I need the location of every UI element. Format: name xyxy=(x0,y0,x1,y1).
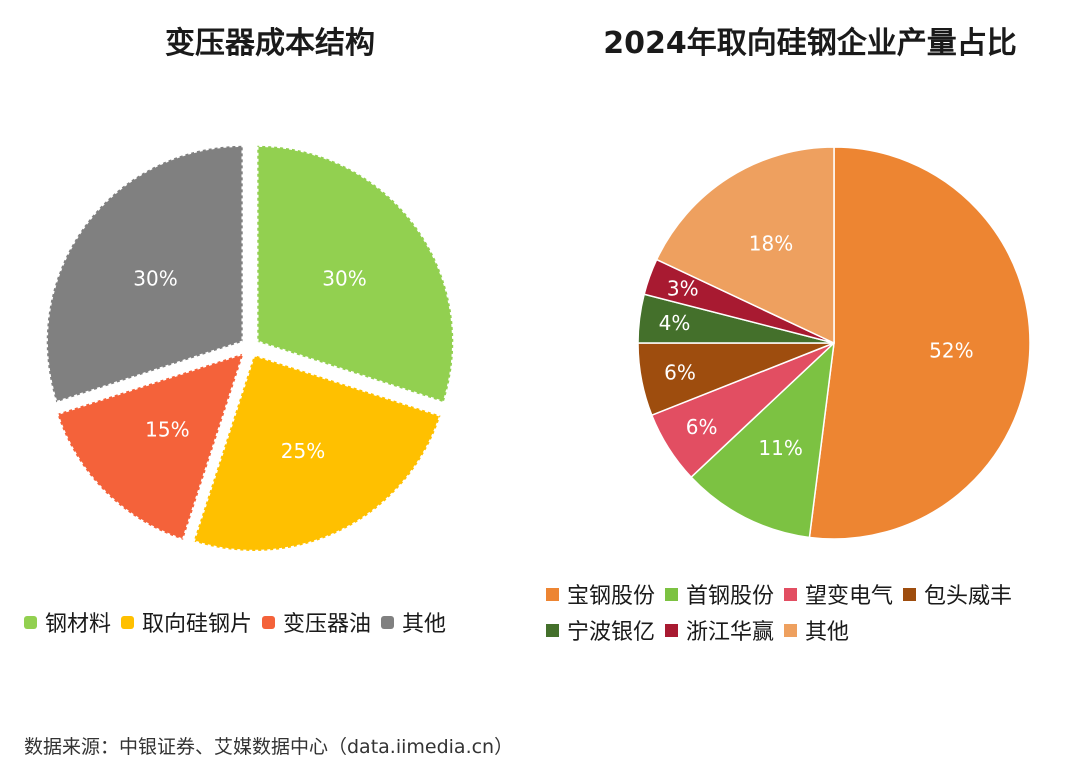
pie-slice-cost-3 xyxy=(45,144,244,404)
cost-structure-legend: 钢材料 取向硅钢片 变压器油 其他 xyxy=(24,604,456,640)
legend-swatch xyxy=(784,587,798,601)
slice-label-cost-2: 15% xyxy=(145,418,189,442)
legend-label: 浙江华赢 xyxy=(686,620,775,645)
pie-slice-share-0 xyxy=(808,146,1031,540)
legend-item: 浙江华赢 xyxy=(665,614,774,646)
legend-swatch xyxy=(24,615,37,629)
pie-slice-cost-1 xyxy=(191,353,443,553)
pie-slice-cost-0 xyxy=(256,144,455,404)
legend-swatch xyxy=(665,587,679,601)
legend-item: 其他 xyxy=(381,606,446,638)
legend-label: 包头威丰 xyxy=(924,584,1013,609)
production-share-title: 2024年取向硅钢企业产量占比 xyxy=(603,26,1017,61)
pie-slice-share-6 xyxy=(655,146,835,345)
pie-slice-share-1 xyxy=(690,341,836,539)
legend-swatch xyxy=(784,623,798,637)
legend-item: 首钢股份 xyxy=(665,578,774,610)
pie-slice-cost-2 xyxy=(55,351,246,542)
legend-label: 取向硅钢片 xyxy=(142,612,253,637)
production-share-legend: 宝钢股份 首钢股份 望变电气 包头威丰 宁波银亿 浙江华赢 其他 xyxy=(546,576,1022,648)
legend-swatch xyxy=(546,587,559,601)
legend-swatch xyxy=(121,615,135,629)
legend-swatch xyxy=(381,615,395,629)
legend-swatch xyxy=(262,615,276,629)
slice-label-cost-1: 25% xyxy=(281,439,325,463)
slice-label-share-2: 6% xyxy=(686,415,718,439)
legend-label: 宝钢股份 xyxy=(567,584,656,609)
slice-label-share-4: 4% xyxy=(659,311,691,335)
slice-label-share-3: 6% xyxy=(664,360,696,384)
legend-label: 其他 xyxy=(805,620,850,645)
legend-label: 变压器油 xyxy=(283,612,372,637)
legend-item: 变压器油 xyxy=(262,606,371,638)
legend-swatch xyxy=(665,623,679,637)
slice-label-cost-3: 30% xyxy=(133,266,177,290)
slice-label-share-6: 18% xyxy=(749,232,793,256)
legend-swatch xyxy=(903,587,917,601)
legend-label: 首钢股份 xyxy=(686,584,775,609)
legend-swatch xyxy=(546,623,559,637)
slice-label-share-1: 11% xyxy=(758,436,802,460)
legend-item: 取向硅钢片 xyxy=(121,606,252,638)
legend-label: 钢材料 xyxy=(45,612,112,637)
legend-item: 其他 xyxy=(784,614,849,646)
slice-label-cost-0: 30% xyxy=(322,266,366,290)
legend-label: 其他 xyxy=(402,612,447,637)
legend-item: 钢材料 xyxy=(24,606,111,638)
slice-label-share-5: 3% xyxy=(667,277,699,301)
data-source-note: 数据来源：中银证券、艾媒数据中心（data.iimedia.cn） xyxy=(24,736,514,758)
cost-structure-title: 变压器成本结构 xyxy=(165,26,375,61)
legend-label: 望变电气 xyxy=(805,584,894,609)
slice-label-share-0: 52% xyxy=(929,338,973,362)
legend-label: 宁波银亿 xyxy=(567,620,656,645)
legend-item: 望变电气 xyxy=(784,578,893,610)
legend-item: 宝钢股份 xyxy=(546,578,655,610)
legend-item: 宁波银亿 xyxy=(546,614,655,646)
legend-item: 包头威丰 xyxy=(903,578,1012,610)
